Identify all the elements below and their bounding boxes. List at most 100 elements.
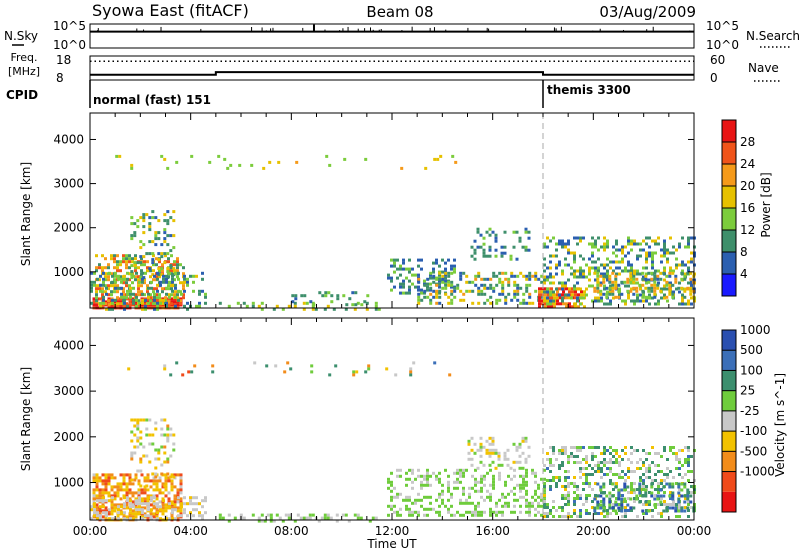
data-cell (635, 286, 639, 290)
data-cell (648, 470, 651, 473)
data-cell (429, 286, 433, 290)
data-cell (95, 296, 98, 300)
data-cell (113, 497, 117, 501)
data-cell (638, 283, 642, 287)
data-cell (555, 242, 558, 246)
data-cell (119, 260, 122, 264)
data-cell (429, 276, 432, 280)
data-cell (294, 294, 298, 298)
data-cell (169, 427, 173, 431)
data-cell (143, 491, 147, 495)
data-cell (474, 274, 478, 278)
data-cell (151, 442, 155, 446)
data-cell (169, 264, 173, 268)
data-cell (170, 485, 174, 489)
data-cell (564, 515, 567, 518)
data-cell (456, 286, 460, 290)
data-cell (114, 271, 117, 275)
data-cell (155, 482, 159, 486)
data-cell (166, 460, 170, 464)
data-cell (133, 264, 137, 268)
data-cell (153, 274, 156, 278)
data-cell (678, 245, 681, 249)
data-cell (573, 287, 576, 291)
data-cell (128, 473, 132, 477)
data-cell (155, 275, 158, 279)
data-cell (492, 274, 496, 278)
data-cell (603, 263, 606, 267)
data-cell (579, 476, 582, 479)
data-cell (486, 286, 490, 290)
data-cell (677, 491, 681, 495)
data-cell (179, 500, 183, 504)
data-cell (576, 449, 579, 452)
data-cell (441, 498, 444, 502)
data-cell (474, 513, 477, 517)
data-cell (594, 266, 597, 270)
data-cell (426, 483, 429, 487)
data-cell (488, 436, 492, 440)
data-cell (524, 248, 528, 252)
data-cell (633, 449, 636, 452)
data-cell (624, 479, 627, 482)
data-cell (260, 513, 264, 517)
data-cell (665, 274, 669, 278)
data-cell (503, 245, 507, 249)
data-cell (143, 476, 147, 480)
data-cell (170, 254, 173, 258)
data-cell (95, 485, 99, 489)
data-cell (479, 460, 483, 464)
data-cell (657, 485, 660, 488)
data-cell (568, 305, 571, 309)
data-cell (480, 289, 484, 293)
data-cell (411, 513, 414, 517)
data-cell (399, 291, 402, 295)
data-cell (555, 272, 558, 276)
data-cell (630, 446, 633, 449)
data-cell (684, 272, 687, 276)
data-cell (426, 285, 429, 289)
data-cell (160, 472, 164, 476)
data-cell (176, 269, 179, 273)
data-cell (465, 501, 468, 505)
data-cell (456, 468, 459, 472)
data-cell (134, 512, 138, 516)
data-cell (653, 295, 657, 299)
data-cell (426, 495, 429, 499)
data-cell (90, 280, 93, 284)
frequency-line (90, 71, 694, 76)
data-cell (104, 302, 107, 306)
data-cell (468, 492, 471, 496)
data-cell (150, 280, 153, 284)
data-cell (170, 515, 174, 519)
data-cell (120, 277, 123, 281)
colorbar-tick-label: 24 (740, 157, 755, 171)
data-cell (653, 277, 657, 281)
data-cell (629, 274, 633, 278)
data-cell (617, 506, 621, 510)
data-cell (597, 299, 600, 303)
data-cell (344, 513, 348, 517)
data-cell (107, 303, 111, 307)
velocity-x-ticks (89, 318, 695, 520)
data-cell (101, 269, 104, 273)
data-cell (423, 507, 426, 511)
data-cell (627, 263, 630, 267)
data-cell (113, 494, 117, 498)
freq-label-1: Freq. (10, 51, 37, 64)
data-cell (647, 295, 651, 299)
data-cell (594, 512, 597, 515)
data-cell (438, 273, 441, 277)
data-cell (119, 300, 123, 304)
data-cell (101, 293, 104, 297)
data-cell (615, 497, 618, 500)
data-cell (641, 277, 645, 281)
data-cell (614, 274, 618, 278)
data-cell (180, 514, 183, 518)
data-cell (129, 502, 132, 506)
data-cell (636, 296, 639, 300)
data-cell (161, 263, 164, 267)
data-cell (179, 281, 182, 285)
data-cell (522, 298, 526, 302)
